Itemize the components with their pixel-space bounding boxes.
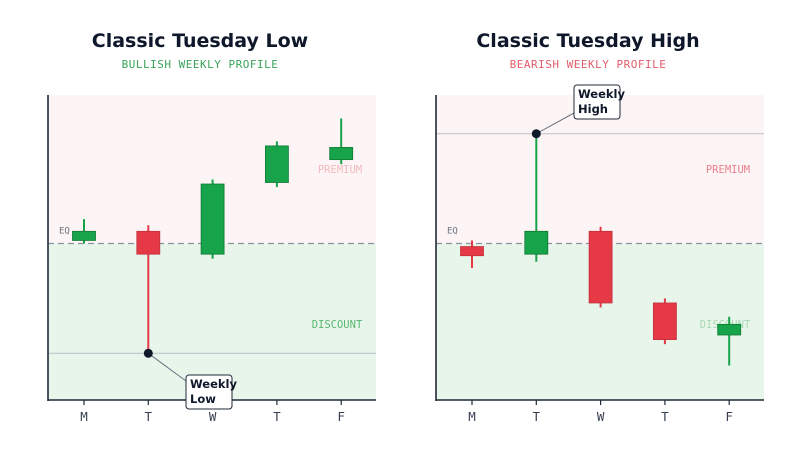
candle-body xyxy=(588,230,613,304)
x-tick-label: T xyxy=(533,409,541,424)
chart-title: Classic Tuesday Low xyxy=(91,30,309,52)
x-tick-label: W xyxy=(597,409,605,424)
candle-w-2 xyxy=(588,226,613,308)
callout-leader xyxy=(536,112,575,135)
candle-body xyxy=(652,302,677,340)
candlestick-chart: PREMIUMDISCOUNTEQMTWTFWeeklyHigh xyxy=(435,84,764,424)
candle-f-4 xyxy=(717,316,742,366)
chart-title: Classic Tuesday High xyxy=(476,30,700,52)
callout-text: High xyxy=(578,102,608,116)
x-tick-label: W xyxy=(209,409,217,424)
equilibrium-label: EQ xyxy=(447,227,458,237)
callout-text: Low xyxy=(190,392,216,406)
candle-m-0 xyxy=(460,240,484,268)
premium-label: PREMIUM xyxy=(318,164,362,176)
candle-body xyxy=(329,147,354,161)
candle-w-2 xyxy=(200,179,225,259)
candle-m-0 xyxy=(72,219,96,244)
callout-text: Weekly xyxy=(190,377,237,391)
x-tick-label: T xyxy=(273,409,281,424)
chart-panel-tuesday-low: Classic Tuesday Low BULLISH WEEKLY PROFI… xyxy=(47,30,376,424)
candle-body xyxy=(460,246,484,257)
key-point-marker xyxy=(531,129,541,139)
equilibrium-label: EQ xyxy=(59,227,70,237)
chart-subtitle: BULLISH WEEKLY PROFILE xyxy=(121,58,279,71)
callout-text: Weekly xyxy=(578,87,625,101)
x-tick-label: T xyxy=(145,409,153,424)
candle-t-3 xyxy=(264,141,289,188)
premium-label: PREMIUM xyxy=(706,164,750,176)
callout-box xyxy=(573,84,621,120)
candle-body xyxy=(524,230,549,255)
discount-zone xyxy=(48,243,376,400)
candle-t-1 xyxy=(136,225,161,354)
candle-body xyxy=(200,183,225,255)
candle-body xyxy=(717,323,742,336)
premium-zone xyxy=(436,95,764,244)
x-tick-label: F xyxy=(725,409,733,424)
candle-body xyxy=(136,230,161,255)
candle-t-3 xyxy=(652,298,677,345)
callout-box xyxy=(185,374,233,410)
x-tick-label: M xyxy=(80,409,88,424)
key-point-marker xyxy=(143,348,153,358)
chart-panel-tuesday-high: Classic Tuesday High BEARISH WEEKLY PROF… xyxy=(388,0,788,450)
candle-t-1 xyxy=(524,133,549,262)
x-tick-label: F xyxy=(337,409,345,424)
x-tick-label: M xyxy=(468,409,476,424)
x-tick-label: T xyxy=(661,409,669,424)
discount-label: DISCOUNT xyxy=(312,319,363,331)
candle-body xyxy=(72,230,96,241)
callout-leader xyxy=(148,352,187,382)
chart-subtitle: BEARISH WEEKLY PROFILE xyxy=(509,58,667,71)
candle-f-4 xyxy=(329,118,354,165)
candle-body xyxy=(264,145,289,183)
